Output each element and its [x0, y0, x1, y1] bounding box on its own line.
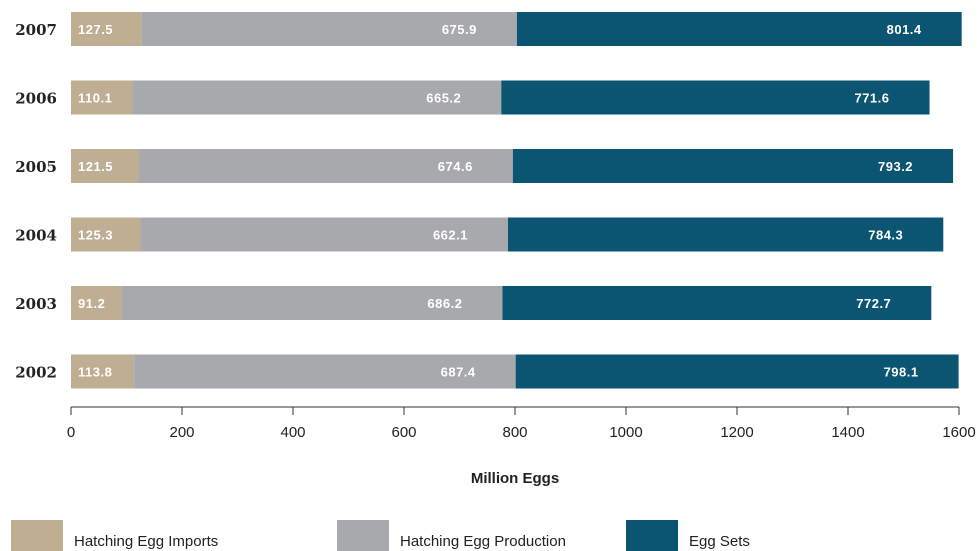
bar-segment-2004-2: [140, 217, 509, 252]
bar-segment-2002-3: [515, 354, 959, 389]
bar-segment-2005-3: [512, 149, 954, 183]
x-tick-label-1200: 1200: [720, 424, 753, 441]
year-label-2002: 2002: [15, 364, 57, 382]
year-label-2007: 2007: [15, 21, 57, 39]
bar-segment-2006-2: [132, 80, 502, 115]
bar-segment-2004-3: [508, 217, 944, 252]
year-label-2005: 2005: [15, 158, 57, 176]
data-label-2006-2: 665.2: [426, 91, 461, 106]
data-label-2005-3: 793.2: [878, 159, 913, 174]
year-label-2004: 2004: [15, 227, 57, 245]
data-label-2004-2: 662.1: [433, 228, 468, 243]
data-label-2005-1: 121.5: [78, 159, 113, 174]
x-tick-label-0: 0: [67, 424, 75, 441]
data-label-2006-3: 771.6: [854, 91, 889, 106]
bar-segment-2005-1: [71, 149, 139, 183]
bar-segment-2003-1: [71, 286, 122, 320]
data-label-2004-3: 784.3: [868, 228, 903, 243]
legend-swatch-1: [11, 520, 63, 551]
year-label-2003: 2003: [15, 295, 57, 313]
bar-segment-2002-1: [71, 354, 135, 389]
data-label-2003-3: 772.7: [856, 296, 891, 311]
bar-segment-2003-2: [121, 286, 503, 320]
data-label-2007-3: 801.4: [887, 22, 922, 37]
x-tick-label-200: 200: [169, 424, 194, 441]
data-label-2006-1: 110.1: [78, 91, 112, 106]
legend-label-1: Hatching Egg Imports: [74, 533, 218, 550]
year-label-2006: 2006: [15, 90, 57, 108]
bar-segment-2007-3: [516, 12, 962, 46]
data-label-2002-1: 113.8: [78, 365, 112, 380]
bar-segment-2002-2: [134, 354, 516, 389]
legend-swatch-2: [337, 520, 389, 551]
x-tick-label-1000: 1000: [609, 424, 642, 441]
bar-segment-2006-3: [501, 80, 930, 115]
x-tick-label-1400: 1400: [831, 424, 864, 441]
bar-segment-2007-1: [71, 12, 142, 46]
x-tick-label-400: 400: [280, 424, 305, 441]
legend: Hatching Egg Imports Hatching Egg Product…: [11, 520, 750, 551]
data-label-2004-1: 125.3: [78, 228, 113, 243]
data-label-2007-1: 127.5: [78, 22, 113, 37]
x-tick-label-800: 800: [502, 424, 527, 441]
data-label-2003-1: 91.2: [78, 296, 105, 311]
bar-segment-2007-2: [141, 12, 517, 46]
bar-segment-2005-2: [138, 149, 513, 183]
legend-label-3: Egg Sets: [689, 533, 750, 550]
legend-swatch-3: [626, 520, 678, 551]
data-label-2002-3: 798.1: [884, 365, 919, 380]
bar-segment-2004-1: [71, 217, 141, 252]
legend-label-2: Hatching Egg Production: [400, 533, 566, 550]
x-axis: 0 200 400 600 800 1000 1200 1400 1600: [67, 406, 976, 441]
data-label-2005-2: 674.6: [438, 159, 473, 174]
x-tick-label-1600: 1600: [942, 424, 975, 441]
data-label-2003-2: 686.2: [427, 296, 462, 311]
x-tick-label-600: 600: [391, 424, 416, 441]
bars-group: 2007 127.5 675.9 801.4 2006 110.1 665.2 771.6 20…: [15, 12, 962, 389]
bar-segment-2006-1: [71, 80, 133, 115]
x-axis-title: Million Eggs: [471, 470, 559, 487]
bar-segment-2003-3: [502, 286, 932, 320]
data-label-2002-2: 687.4: [441, 365, 476, 380]
data-label-2007-2: 675.9: [442, 22, 477, 37]
